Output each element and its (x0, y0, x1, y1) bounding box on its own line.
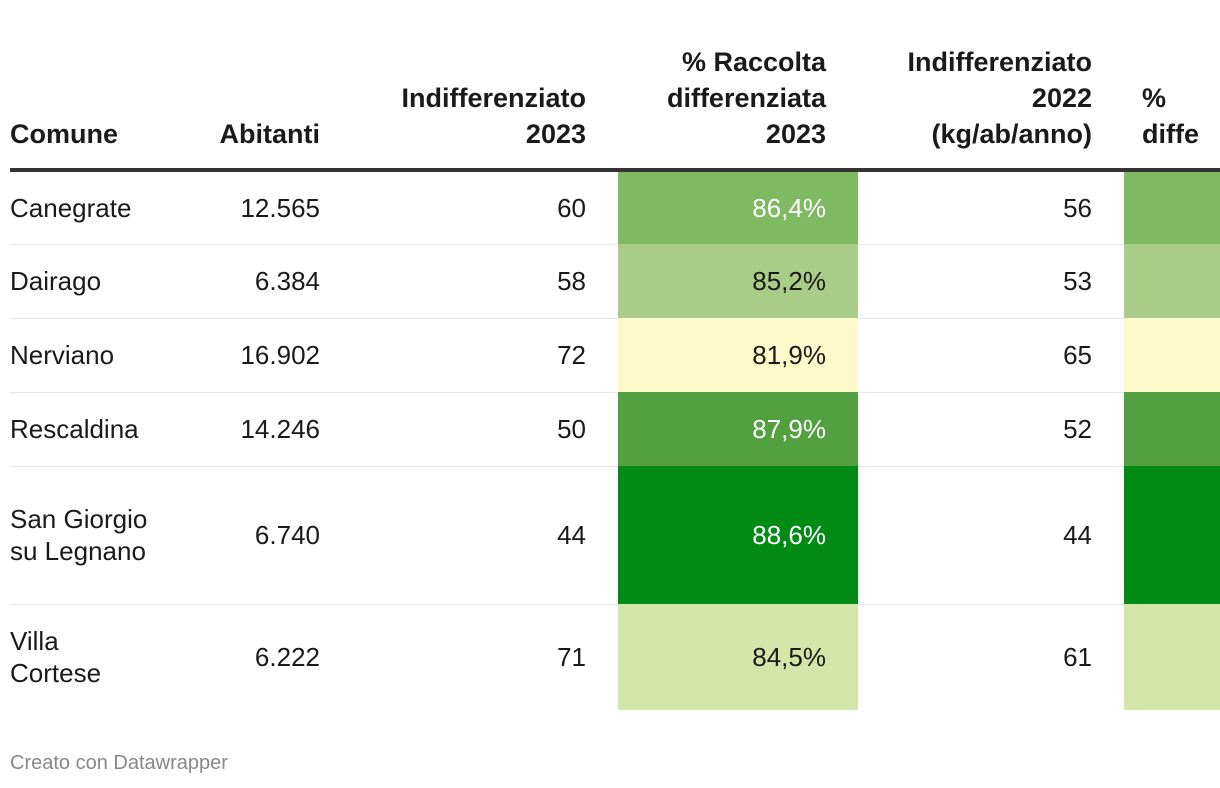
cell-comune: Dairago (10, 244, 170, 319)
cell-indifferenziato-2023: 71 (557, 642, 586, 673)
table-row: San Giorgio su Legnano 6.740 44 88,6% 44 (10, 466, 1220, 605)
cell-raccolta-2022 (1124, 466, 1220, 604)
column-header-abitanti[interactable]: Abitanti (170, 0, 320, 172)
cell-indifferenziato-2022: 56 (858, 170, 1124, 245)
cell-raccolta-2023: 85,2% (618, 244, 858, 318)
cell-raccolta-2022 (1124, 170, 1220, 244)
comune-name: Villa Cortese (10, 626, 102, 689)
cell-indifferenziato-2022: 53 (858, 244, 1124, 319)
cell-abitanti: 6.384 (170, 244, 320, 319)
column-header-comune[interactable]: Comune (10, 0, 170, 172)
table-row: Dairago 6.384 58 85,2% 53 (10, 244, 1220, 319)
cell-raccolta-2023: 86,4% (618, 170, 858, 244)
cell-abitanti: 6.740 (170, 466, 320, 605)
cell-abitanti: 12.565 (170, 170, 320, 245)
cell-comune: Nerviano (10, 318, 170, 393)
cell-comune: Villa Cortese (10, 604, 170, 710)
cell-raccolta-2022 (1124, 244, 1220, 318)
comune-name: Canegrate (10, 192, 132, 223)
table-row: Rescaldina 14.246 50 87,9% 52 (10, 392, 1220, 467)
column-header-indifferenziato-2022[interactable]: Indifferenziato 2022 (kg/ab/anno) (858, 0, 1124, 172)
cell-raccolta-2023: 84,5% (618, 604, 858, 710)
cell-raccolta-2023: 87,9% (618, 392, 858, 466)
cell-indifferenziato-2022: 65 (858, 318, 1124, 393)
column-header-indifferenziato-2023[interactable]: Indifferenziato 2023 (320, 0, 618, 172)
comune-name: San Giorgio su Legnano (10, 504, 148, 566)
cell-comune: San Giorgio su Legnano (10, 466, 170, 605)
cell-raccolta-2022 (1124, 604, 1220, 710)
comune-name: Nerviano (10, 340, 115, 370)
cell-raccolta-2022 (1124, 318, 1220, 392)
cell-indifferenziato-2023: 60 (320, 170, 618, 245)
cell-indifferenziato-2022: 52 (858, 392, 1124, 467)
cell-raccolta-2023: 88,6% (618, 466, 858, 604)
cell-indifferenziato-2023: 44 (320, 466, 618, 605)
data-table-wrapper: Comune Abitanti Indifferenziato 2023 % R… (10, 0, 1220, 710)
cell-indifferenziato-2023: 72 (320, 318, 618, 393)
cell-abitanti: 16.902 (170, 318, 320, 393)
table-row: Villa Cortese 6.222 71 84,5% 61 (10, 604, 1220, 710)
data-table: Comune Abitanti Indifferenziato 2023 % R… (10, 0, 1220, 710)
column-header-raccolta-differenziata-2023[interactable]: % Raccolta differenziata 2023 (618, 0, 858, 172)
cell-comune: Rescaldina (10, 392, 170, 467)
comune-name: Dairago (10, 266, 102, 296)
table-body: Canegrate 12.565 60 86,4% 56 Dairago 6.384 58 85… (10, 170, 1220, 710)
cell-abitanti: 14.246 (170, 392, 320, 467)
header-row: Comune Abitanti Indifferenziato 2023 % R… (10, 0, 1220, 172)
table-row: Nerviano 16.902 72 81,9% 65 (10, 318, 1220, 393)
cell-raccolta-2023: 81,9% (618, 318, 858, 392)
cell-comune: Canegrate (10, 170, 170, 245)
table-row: Canegrate 12.565 60 86,4% 56 (10, 170, 1220, 245)
column-header-raccolta-differenziata-2022[interactable]: % diffe (1124, 0, 1220, 172)
footer-credit[interactable]: Creato con Datawrapper (10, 752, 228, 774)
table-header: Comune Abitanti Indifferenziato 2023 % R… (10, 0, 1220, 172)
cell-abitanti: 6.222 (254, 642, 320, 673)
cell-indifferenziato-2022: 44 (858, 466, 1124, 605)
cell-indifferenziato-2023: 50 (320, 392, 618, 467)
comune-name: Rescaldina (10, 414, 139, 444)
cell-indifferenziato-2022: 61 (1063, 642, 1092, 673)
cell-raccolta-2022 (1124, 392, 1220, 466)
cell-indifferenziato-2023: 58 (320, 244, 618, 319)
